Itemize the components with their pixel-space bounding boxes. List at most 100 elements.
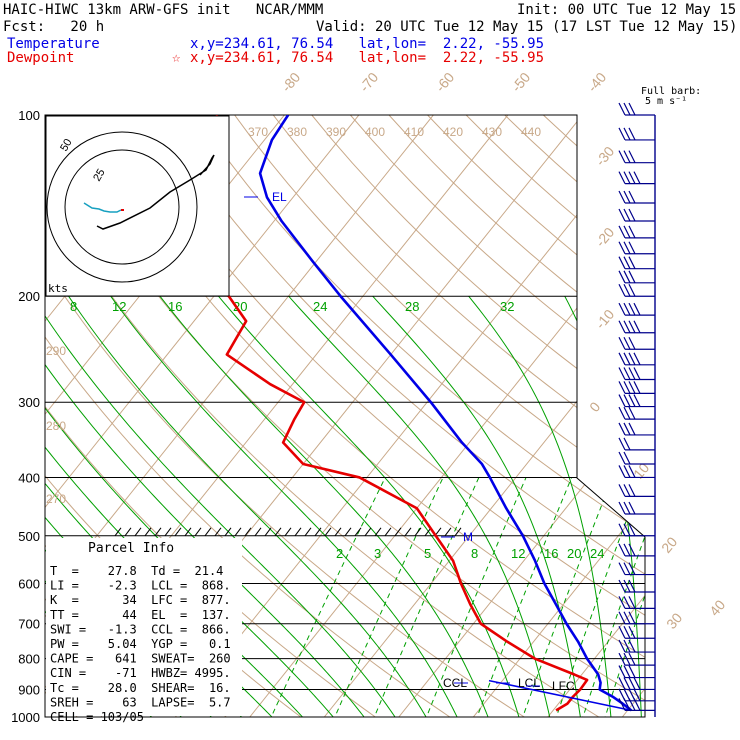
freezing-hatch-mark xyxy=(124,527,132,537)
hodograph-trace-upper xyxy=(96,154,215,230)
wind-barb-feather xyxy=(618,665,626,678)
wind-barb-feather xyxy=(628,596,636,609)
isotherm-line xyxy=(249,115,645,717)
parcel-path xyxy=(488,679,632,712)
wind-barb-feather xyxy=(628,337,636,350)
freezing-hatch-mark xyxy=(154,527,162,537)
dry-adiabat-line xyxy=(581,115,645,717)
freezing-hatch-mark xyxy=(184,527,192,537)
parcel-info-row: LI = -2.3 LCL = 868. xyxy=(50,579,231,593)
moist-adiabat-line xyxy=(110,295,464,717)
dry-adiabat-line xyxy=(698,115,740,730)
dewpoint-marker-icon: ☆ xyxy=(172,50,181,66)
wind-barb-feather xyxy=(618,422,626,436)
mixing-ratio-label: 8 xyxy=(70,299,77,314)
theta-label: 400 xyxy=(365,125,385,139)
mixing-ratio-label: 2 xyxy=(336,546,343,561)
pressure-tick-label: 300 xyxy=(18,395,40,410)
temperature-legend: Temperature xyxy=(7,36,100,52)
parcel-info-row: Tc = 28.0 SHEAR= 16. xyxy=(50,681,231,695)
isotherm-label: -20 xyxy=(592,224,617,250)
wind-barb-feather xyxy=(623,698,631,711)
wind-barb-feather xyxy=(623,465,631,478)
barb-scale-unit: 5 m s⁻¹ xyxy=(645,96,688,107)
parcel-info-title: Parcel Info xyxy=(88,541,174,556)
wind-barb xyxy=(618,283,655,297)
wind-barb-feather xyxy=(618,270,626,284)
wind-barb-feather xyxy=(618,337,626,350)
freezing-hatch-mark xyxy=(454,527,462,537)
wind-barb-feather xyxy=(623,406,631,420)
isotherm-label: 40 xyxy=(706,597,728,619)
wind-barb-feather xyxy=(628,225,636,239)
dry-adiabat-line xyxy=(45,115,621,717)
wind-barb-feather xyxy=(623,437,631,451)
wind-barb-feather xyxy=(618,171,626,184)
mixing-ratio-line xyxy=(328,477,444,717)
hodograph-ring-label-25: 25 xyxy=(91,167,108,184)
wind-barb-feather xyxy=(623,225,631,239)
valid-time: Valid: 20 UTC Tue 12 May 15 (17 LST Tue … xyxy=(316,19,738,35)
wind-barb-feather xyxy=(623,283,631,297)
wind-barb xyxy=(618,484,655,497)
wind-barb-feather xyxy=(633,394,641,407)
moist-adiabat-line xyxy=(45,295,375,717)
theta-label: 280 xyxy=(46,419,66,433)
hodograph: 50 25 kts xyxy=(45,115,230,297)
moist-adiabat-line xyxy=(159,295,494,717)
wind-barb-feather xyxy=(633,698,641,711)
pressure-tick-label: 400 xyxy=(18,470,40,485)
theta-label: 370 xyxy=(248,125,268,139)
pressure-tick-label: 1000 xyxy=(11,710,40,725)
wind-barb-feather xyxy=(623,579,631,593)
dry-adiabat-line xyxy=(311,115,645,717)
wind-barb-feather xyxy=(618,596,626,609)
freezing-hatch-mark xyxy=(354,527,362,537)
wind-barb-feather xyxy=(628,501,636,515)
wind-barb-feather xyxy=(633,688,641,702)
wind-barb-feather xyxy=(618,150,626,163)
pressure-tick-label: 500 xyxy=(18,529,40,544)
wind-barb-feather xyxy=(618,611,626,625)
wind-barb-feather xyxy=(633,367,641,380)
parcel-info-row: SWI = -1.3 CCL = 866. xyxy=(50,622,231,636)
level-annotations: EL CCL LCL LFC M xyxy=(244,190,575,693)
freezing-hatch-mark xyxy=(134,527,142,537)
mixing-ratio-line xyxy=(264,477,386,717)
mixing-ratio-label: 12 xyxy=(511,546,525,561)
freezing-hatch-mark xyxy=(234,527,242,537)
freezing-hatch-mark xyxy=(374,527,382,537)
wind-barb-feather xyxy=(628,422,636,436)
wind-barbs xyxy=(618,102,656,717)
wind-barb-feather xyxy=(628,352,636,366)
dry-adiabat-line xyxy=(118,115,645,717)
wind-barb xyxy=(618,579,655,593)
wind-barb-feather xyxy=(628,241,636,254)
wind-barb-feather xyxy=(618,225,626,239)
dry-adiabat-line xyxy=(620,115,645,717)
wind-barb-feather xyxy=(623,562,631,575)
wind-barb-feather xyxy=(623,302,631,316)
wind-barb-feather xyxy=(623,352,631,366)
mixing-ratio-label: 8 xyxy=(471,546,478,561)
wind-barb-feather xyxy=(623,367,631,380)
mixing-ratio-label: 32 xyxy=(500,299,514,314)
dewpoint-legend: Dewpoint xyxy=(7,50,75,66)
freezing-hatch-mark xyxy=(214,527,222,537)
wind-barb-feather xyxy=(633,352,641,366)
wind-barb-feather xyxy=(618,302,626,316)
freezing-hatch-mark xyxy=(264,527,272,537)
hodograph-trace-low xyxy=(83,202,122,213)
moist-adiabat-line xyxy=(45,295,404,717)
isotherm-line xyxy=(547,115,645,717)
wind-barb-feather xyxy=(618,102,626,116)
wind-barb-feather xyxy=(623,256,631,269)
wind-barb xyxy=(618,150,655,164)
wind-barb-feather xyxy=(628,611,636,625)
isotherm-label: -80 xyxy=(278,69,303,95)
wind-barb-feather xyxy=(628,256,636,269)
wind-barb-feather xyxy=(628,406,636,420)
theta-label: 290 xyxy=(46,344,66,358)
pressure-tick-label: 600 xyxy=(18,576,40,591)
dry-adiabat-line xyxy=(45,115,470,717)
